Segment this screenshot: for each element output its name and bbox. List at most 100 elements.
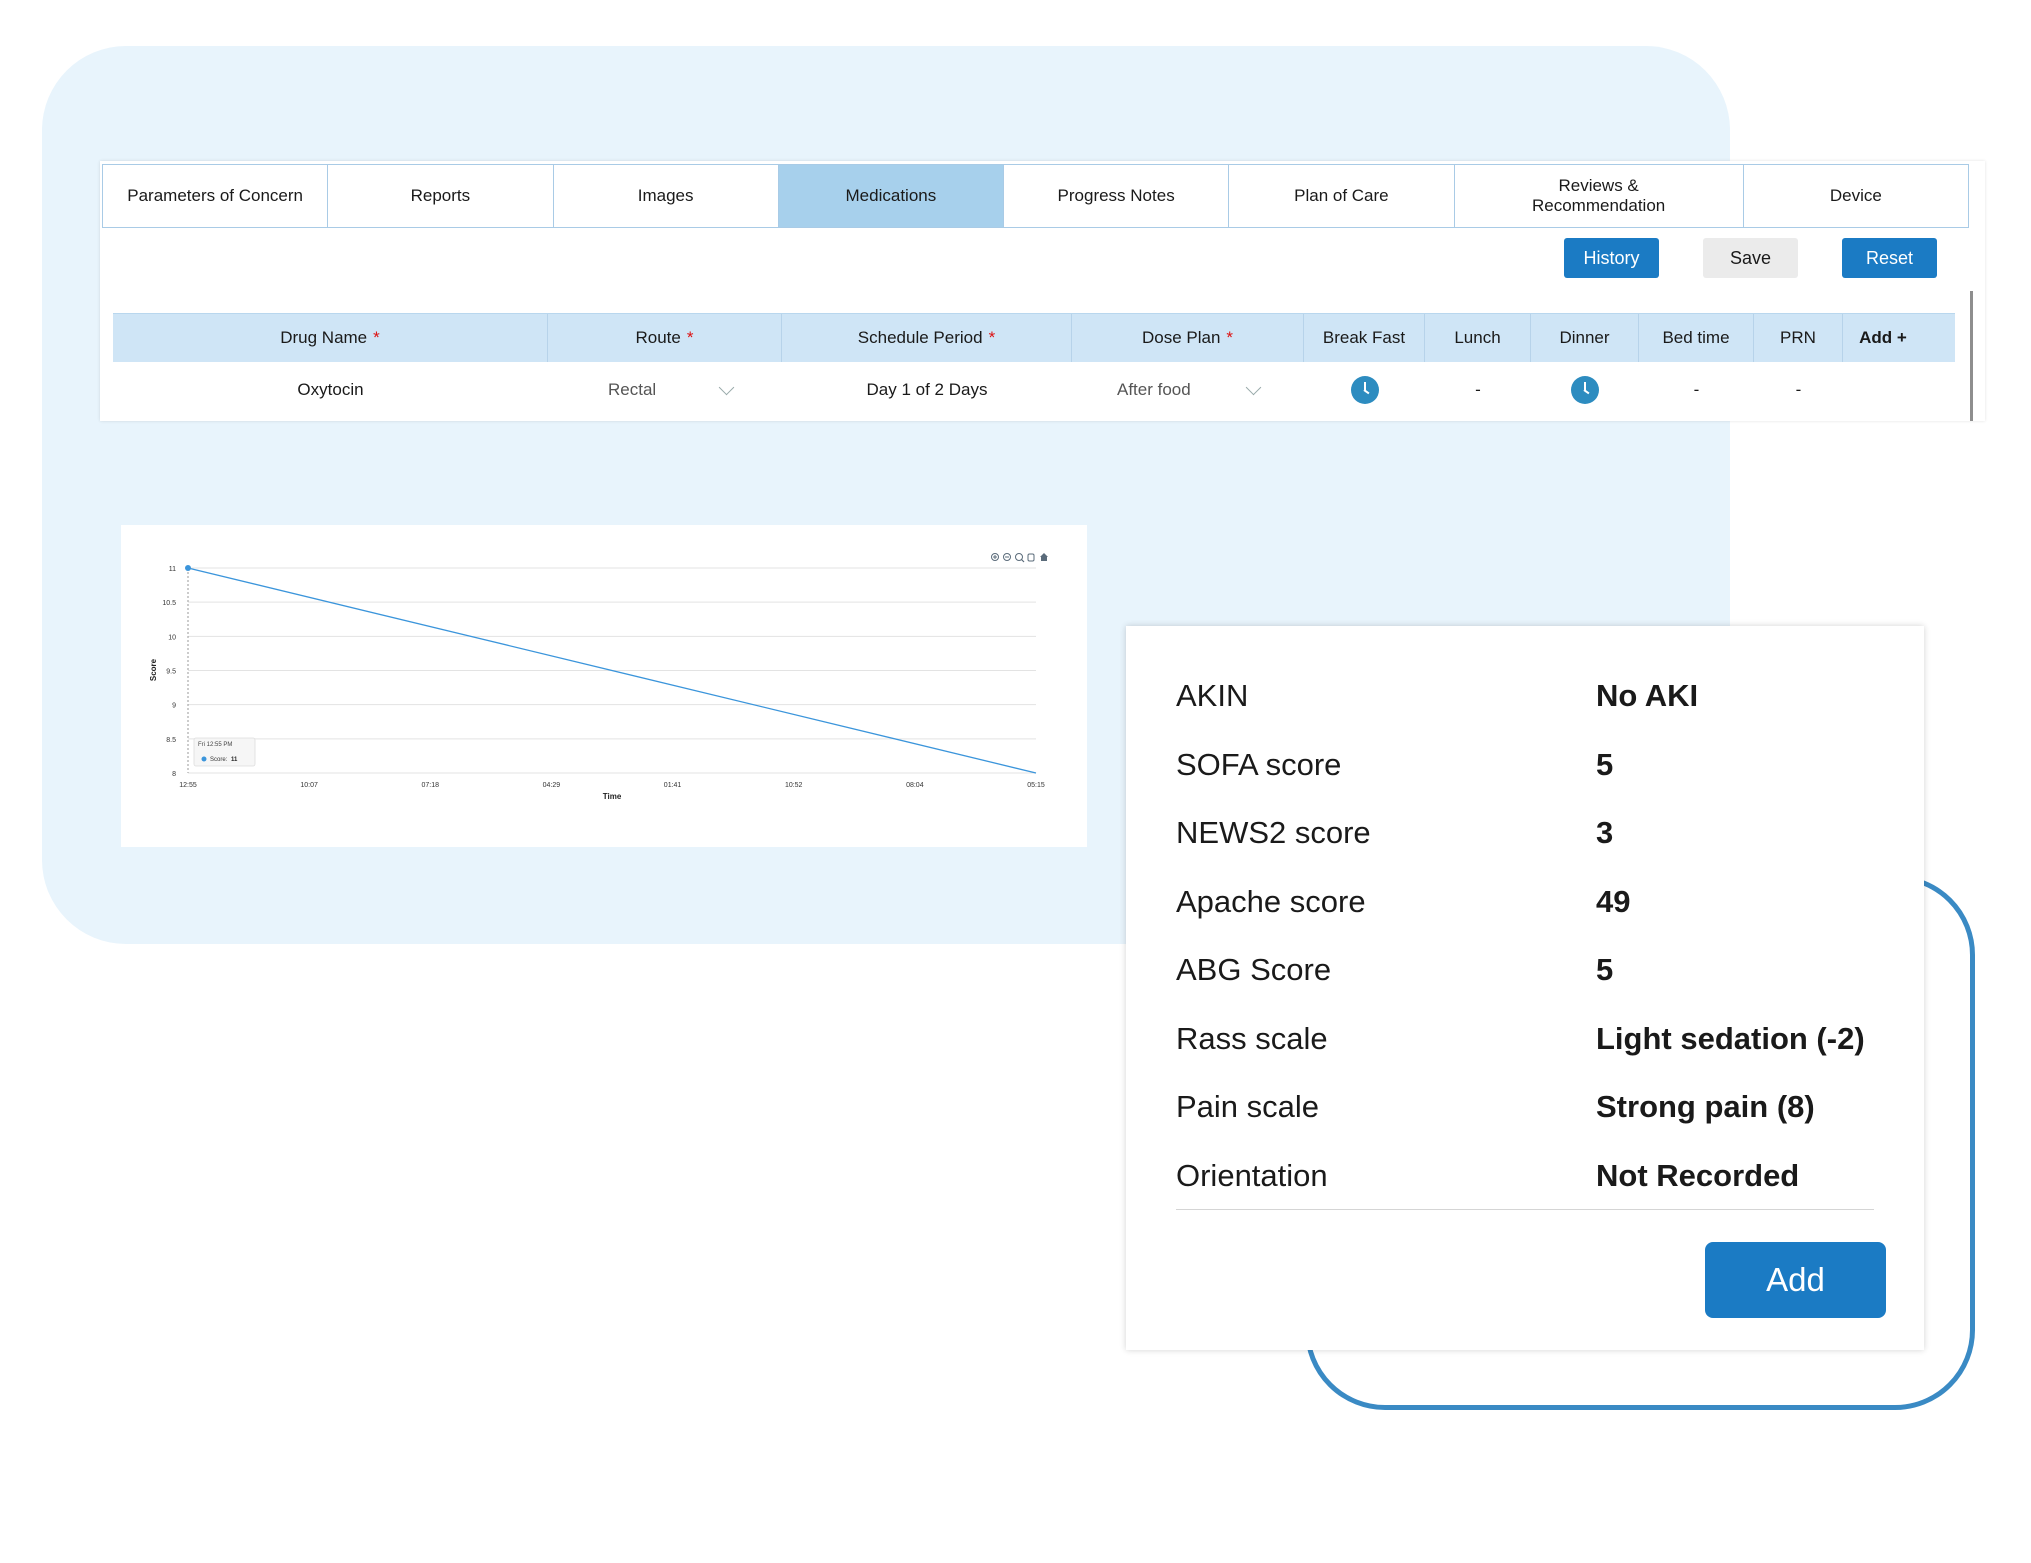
score-value: 5 [1596,952,1614,987]
tooltip-marker [201,756,207,762]
header-dose-plan: Dose Plan * [1072,314,1304,362]
header-label: Drug Name [280,328,368,347]
header-dinner: Dinner [1531,314,1639,362]
x-tick-label: 04:29 [543,782,561,789]
history-button[interactable]: History [1564,238,1659,278]
score-chart-card: 8 8.5 9 9.5 10 10.5 11 12:55 10:07 07:18 04:29 01:4… [121,525,1087,847]
header-prn: PRN [1754,314,1843,362]
cell-dinner [1531,362,1639,418]
header-bedtime: Bed time [1639,314,1754,362]
y-axis-title: Score [149,658,158,681]
tab-parameters-of-concern[interactable]: Parameters of Concern [103,165,329,227]
divider [1176,1209,1874,1210]
x-tick-label: 08:04 [906,782,924,789]
x-tick-label: 10:07 [300,782,318,789]
medications-card: Parameters of Concern Reports Images Med… [100,161,1985,421]
x-tick-label: 12:55 [179,782,197,789]
reset-button[interactable]: Reset [1842,238,1937,278]
cell-drug-name: Oxytocin [297,380,364,399]
required-mark: * [686,328,694,347]
y-tick-label: 11 [169,566,176,573]
zoom-in-icon[interactable] [991,553,999,561]
header-label: Schedule Period [857,328,983,347]
home-icon[interactable] [1040,553,1048,561]
tab-progress-notes[interactable]: Progress Notes [1004,165,1230,227]
y-tick-label: 8 [172,771,176,778]
score-label: Apache score [1176,883,1366,919]
tab-medications[interactable]: Medications [778,165,1004,227]
zoom-out-icon[interactable] [1003,553,1011,561]
required-mark: * [1226,328,1234,347]
score-value: 49 [1596,883,1631,919]
header-drug-name: Drug Name * [113,314,548,362]
data-point [185,565,191,571]
tab-plan-of-care[interactable]: Plan of Care [1229,165,1455,227]
score-value: Strong pain (8) [1596,1089,1815,1124]
magnify-icon[interactable] [1015,553,1025,563]
dose-plan-select[interactable]: After food [1072,362,1304,418]
add-button[interactable]: Add [1705,1242,1886,1318]
tab-device[interactable]: Device [1743,165,1968,227]
tooltip-title: Fri 12:55 PM [198,742,232,748]
header-route: Route * [548,314,782,362]
cell-empty [1843,362,1923,418]
score-row: Apache score 49 [1176,877,1630,927]
route-select[interactable]: Rectal [548,362,782,418]
tooltip-value: 11 [231,757,238,763]
header-lunch: Lunch [1425,314,1531,362]
score-label: SOFA score [1176,746,1342,782]
save-button[interactable]: Save [1703,238,1798,278]
header-breakfast: Break Fast [1304,314,1425,362]
x-tick-label: 10:52 [785,782,803,789]
score-row: NEWS2 score 3 [1176,808,1613,858]
score-label: NEWS2 score [1176,815,1371,850]
score-label: AKIN [1176,678,1249,713]
dose-plan-value: After food [1117,380,1191,399]
cell-bedtime: - [1693,380,1700,399]
header-label: Dose Plan [1141,328,1221,347]
clock-icon[interactable] [1350,376,1379,404]
cell-lunch: - [1475,380,1481,399]
y-tick-label: 10.5 [162,600,176,607]
score-row: AKIN No AKI [1176,671,1698,721]
score-value: Not Recorded [1596,1157,1800,1193]
required-mark: * [988,328,996,347]
score-value: 3 [1596,815,1614,850]
y-tick-label: 9.5 [166,669,176,676]
tab-images[interactable]: Images [553,165,779,227]
tab-reports[interactable]: Reports [328,165,554,227]
pan-icon[interactable] [1027,553,1035,562]
table-header: Drug Name * Route * Schedule Period * Dose … [113,313,1955,362]
score-row: Pain scale Strong pain (8) [1176,1082,1815,1132]
add-row-button[interactable]: Add + [1859,328,1907,347]
cell-schedule-period: Day 1 of 2 Days [866,380,988,399]
clock-icon[interactable] [1571,376,1599,404]
required-mark: * [373,328,380,347]
score-label: Orientation [1176,1157,1328,1193]
y-tick-label: 10 [168,634,176,641]
chevron-down-icon [1245,379,1262,395]
score-value: Light sedation (-2) [1596,1020,1865,1056]
y-tick-label: 8.5 [166,737,176,744]
y-tick-label: 9 [172,703,176,710]
header-schedule-period: Schedule Period * [782,314,1072,362]
vertical-scrollbar[interactable] [1970,291,1973,421]
score-row: Rass scale Light sedation (-2) [1176,1014,1865,1064]
x-tick-label: 07:18 [422,782,440,789]
tooltip-box [193,737,256,767]
tab-reviews-recommendation[interactable]: Reviews & Recommendation [1454,165,1744,227]
score-value: No AKI [1596,678,1699,713]
series-line [187,567,1037,774]
score-row: SOFA score 5 [1176,740,1613,790]
route-value: Rectal [608,380,657,399]
scores-card: AKIN No AKI SOFA score 5 NEWS2 score 3 Apache … [1126,626,1924,1350]
x-axis-title: Time [603,792,622,801]
table-row: Oxytocin Rectal Day 1 of 2 Days After fo… [113,362,1955,418]
score-label: Pain scale [1176,1089,1320,1124]
score-value: 5 [1596,746,1614,782]
cell-prn: - [1795,380,1802,399]
cell-breakfast [1304,362,1425,418]
chevron-down-icon [718,379,735,395]
score-label: Rass scale [1176,1020,1328,1056]
x-tick-label: 05:15 [1027,782,1045,789]
